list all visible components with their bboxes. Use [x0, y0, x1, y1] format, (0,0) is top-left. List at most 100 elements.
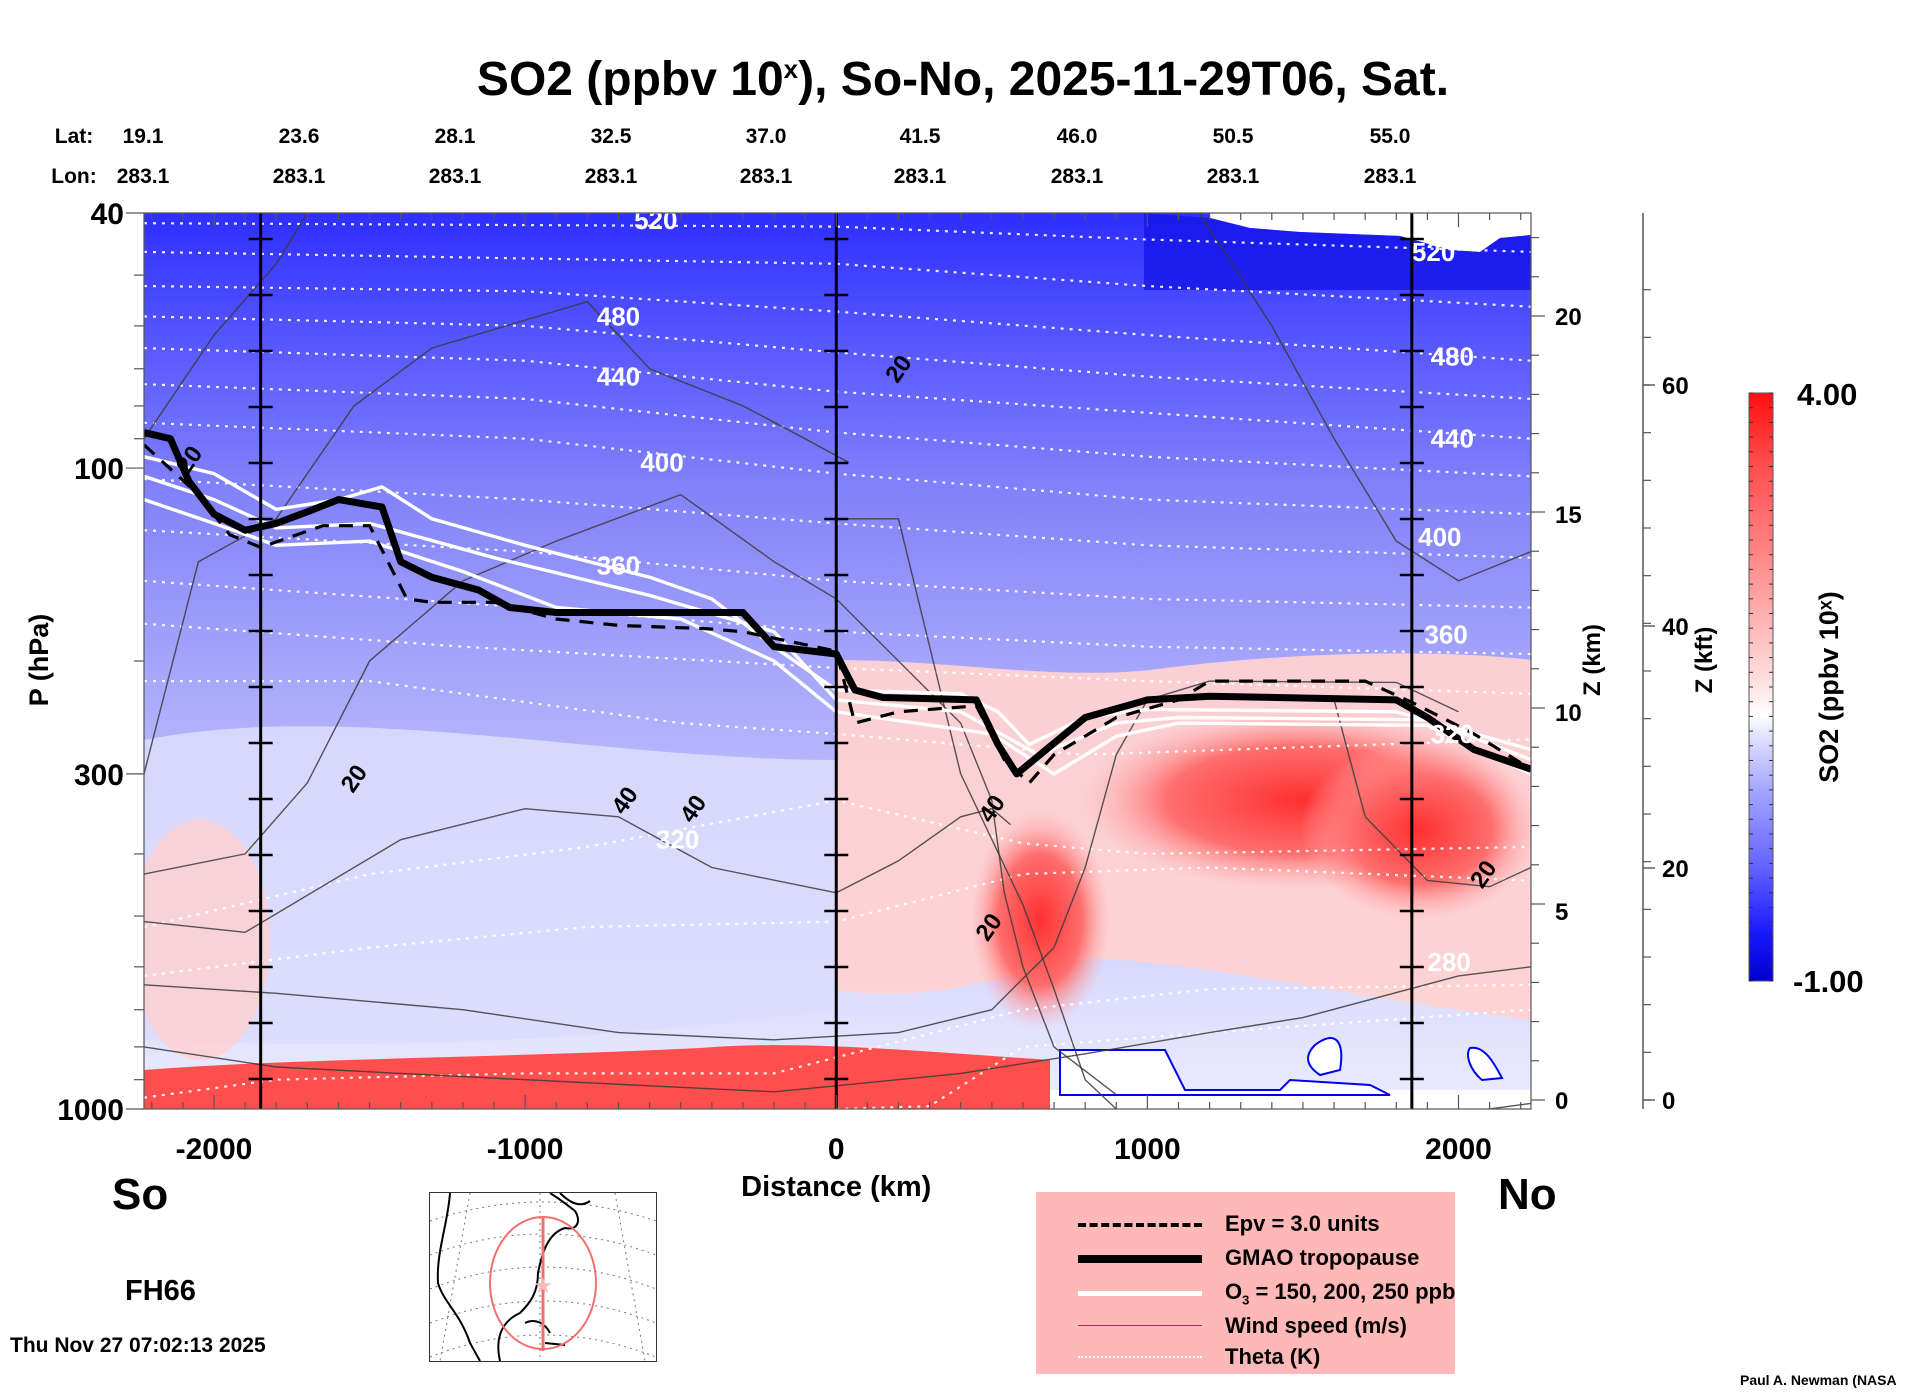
so2-missing-outline: [1059, 1049, 1391, 1096]
theta-contour-line: [144, 222, 1531, 253]
x-tick-label: 2000: [1425, 1133, 1492, 1166]
zkft-tick-label: 20: [1662, 856, 1689, 883]
lat-value: 41.5: [899, 125, 941, 148]
so2-missing-top: [1210, 213, 1531, 252]
theta-contour-line: [144, 284, 1531, 362]
timestamp: Thu Nov 27 07:02:13 2025: [10, 1334, 266, 1357]
lon-value: 283.1: [893, 165, 947, 188]
legend-item-epv: Epv = 3.0 units: [1036, 1209, 1455, 1239]
epv-line: [144, 443, 1531, 786]
lon-value: 283.1: [584, 165, 638, 188]
lat-value: 28.1: [434, 125, 476, 148]
wind-contour-line: [144, 680, 1459, 1041]
lat-value: 46.0: [1056, 125, 1098, 148]
theta-label: 400: [640, 447, 683, 477]
theta-contour-line: [144, 680, 1531, 756]
theta-label: 520: [1412, 237, 1455, 267]
legend-item-theta: Theta (K): [1036, 1342, 1455, 1372]
so2-blob-far-north: [1300, 740, 1531, 920]
y-tick-label: 300: [74, 759, 124, 792]
so2-field-trop-south: [144, 726, 837, 1044]
zkft-tick-label: 0: [1662, 1088, 1675, 1115]
legend-thick-line-icon: [1078, 1255, 1202, 1263]
so2-boundary-layer: [144, 1045, 1050, 1109]
theta-labels: 520 480 440 400 360 320 520 480 440 400 360 320 280: [597, 205, 1474, 977]
zkft-tick-label: 40: [1662, 614, 1689, 641]
so2-blob-center: [970, 810, 1110, 1030]
north-label: No: [1498, 1170, 1557, 1219]
legend-o3-prefix: O: [1225, 1279, 1243, 1304]
x-tick-label: -1000: [487, 1133, 564, 1166]
theta-label: 320: [656, 825, 699, 855]
lat-label: Lat:: [54, 125, 94, 148]
legend-item-tropopause: GMAO tropopause: [1036, 1243, 1455, 1273]
chart-title: SO2 (ppbv 10x), So-No, 2025-11-29T06, Sa…: [0, 52, 1926, 107]
theta-contour-line: [144, 983, 1531, 1099]
lat-value: 37.0: [745, 125, 787, 148]
wind-contour-line: [144, 807, 1011, 934]
wind-contour-line: [883, 0, 908, 71]
title-superscript: x: [783, 54, 799, 84]
theta-label: 320: [1431, 719, 1474, 749]
lat-value: 23.6: [278, 125, 320, 148]
lon-label: Lon:: [51, 165, 97, 188]
theta-label: 360: [597, 551, 640, 581]
tropopause-line: [144, 429, 1531, 778]
wind-contour-line: [144, 966, 1531, 1093]
theta-label: 480: [597, 301, 640, 331]
lon-value: 283.1: [739, 165, 793, 188]
theta-label: 400: [1418, 522, 1461, 552]
theta-label: 520: [634, 205, 677, 235]
lat-value: 55.0: [1369, 125, 1411, 148]
legend-o3-rest: = 150, 200, 250 ppb: [1249, 1279, 1456, 1304]
wind-contour-line: [144, 493, 1117, 1096]
forecast-hour: FH66: [125, 1275, 196, 1307]
legend-label: Theta (K): [1225, 1344, 1321, 1369]
wind-contour-line: [587, 213, 591, 214]
zkm-tick-label: 20: [1555, 304, 1582, 331]
o3-contour-line: [144, 497, 1531, 776]
lon-value: 283.1: [272, 165, 326, 188]
y-tick-label: 40: [91, 198, 124, 231]
legend-white-line-icon: [1078, 1291, 1202, 1296]
legend-item-o3: O3 = 150, 200, 250 ppb: [1036, 1277, 1455, 1307]
lon-value: 283.1: [428, 165, 482, 188]
epv-dashed-line: [144, 443, 1531, 786]
legend-label: Epv = 3.0 units: [1225, 1211, 1380, 1236]
legend: Epv = 3.0 units GMAO tropopause O3 = 150…: [1036, 1192, 1455, 1374]
south-label: So: [112, 1170, 169, 1219]
so2-missing-patch-1: [1307, 1037, 1343, 1077]
x-tick-label: 1000: [1114, 1133, 1181, 1166]
colorbar-label: SO2 (ppbv 10ˣ): [1814, 591, 1844, 782]
legend-item-wind: Wind speed (m/s): [1036, 1311, 1455, 1341]
legend-label: GMAO tropopause: [1225, 1245, 1420, 1270]
y-axis-label: P (hPa): [24, 614, 54, 707]
colorbar-max-label: 4.00: [1797, 377, 1857, 412]
y-tick-label: 1000: [57, 1094, 124, 1127]
o3-contour-line: [144, 474, 1531, 762]
zkm-tick-label: 5: [1555, 899, 1568, 926]
map-coastline: [436, 1193, 591, 1361]
wind-contour-line: [1333, 699, 1531, 888]
so2-field-min: [1144, 213, 1531, 290]
title-rest: ), So-No, 2025-11-29T06, Sat.: [798, 53, 1450, 106]
inset-map: ★: [429, 1192, 657, 1362]
vertical-markers: [248, 213, 1424, 1109]
theta-label: 440: [1431, 424, 1474, 454]
theta-label: 440: [597, 362, 640, 392]
wind-contour-line: [836, 518, 1117, 1109]
wind-contour-line: [144, 300, 850, 775]
theta-label: 360: [1424, 620, 1467, 650]
map-caribbean: [524, 1320, 566, 1346]
zkm-tick-label: 0: [1555, 1088, 1568, 1115]
lon-value: 283.1: [1206, 165, 1260, 188]
wind-speed-contours: [144, 0, 1531, 1109]
so2-blob-south-lower: [144, 820, 270, 1060]
wind-contour-line: [144, 213, 308, 440]
legend-label: O3 = 150, 200, 250 ppb: [1225, 1279, 1455, 1307]
wind-contour-line: [1198, 213, 1531, 582]
lat-value: 19.1: [122, 125, 164, 148]
title-main: SO2 (ppbv 10: [476, 53, 784, 106]
colorbar-min-label: -1.00: [1793, 964, 1864, 999]
